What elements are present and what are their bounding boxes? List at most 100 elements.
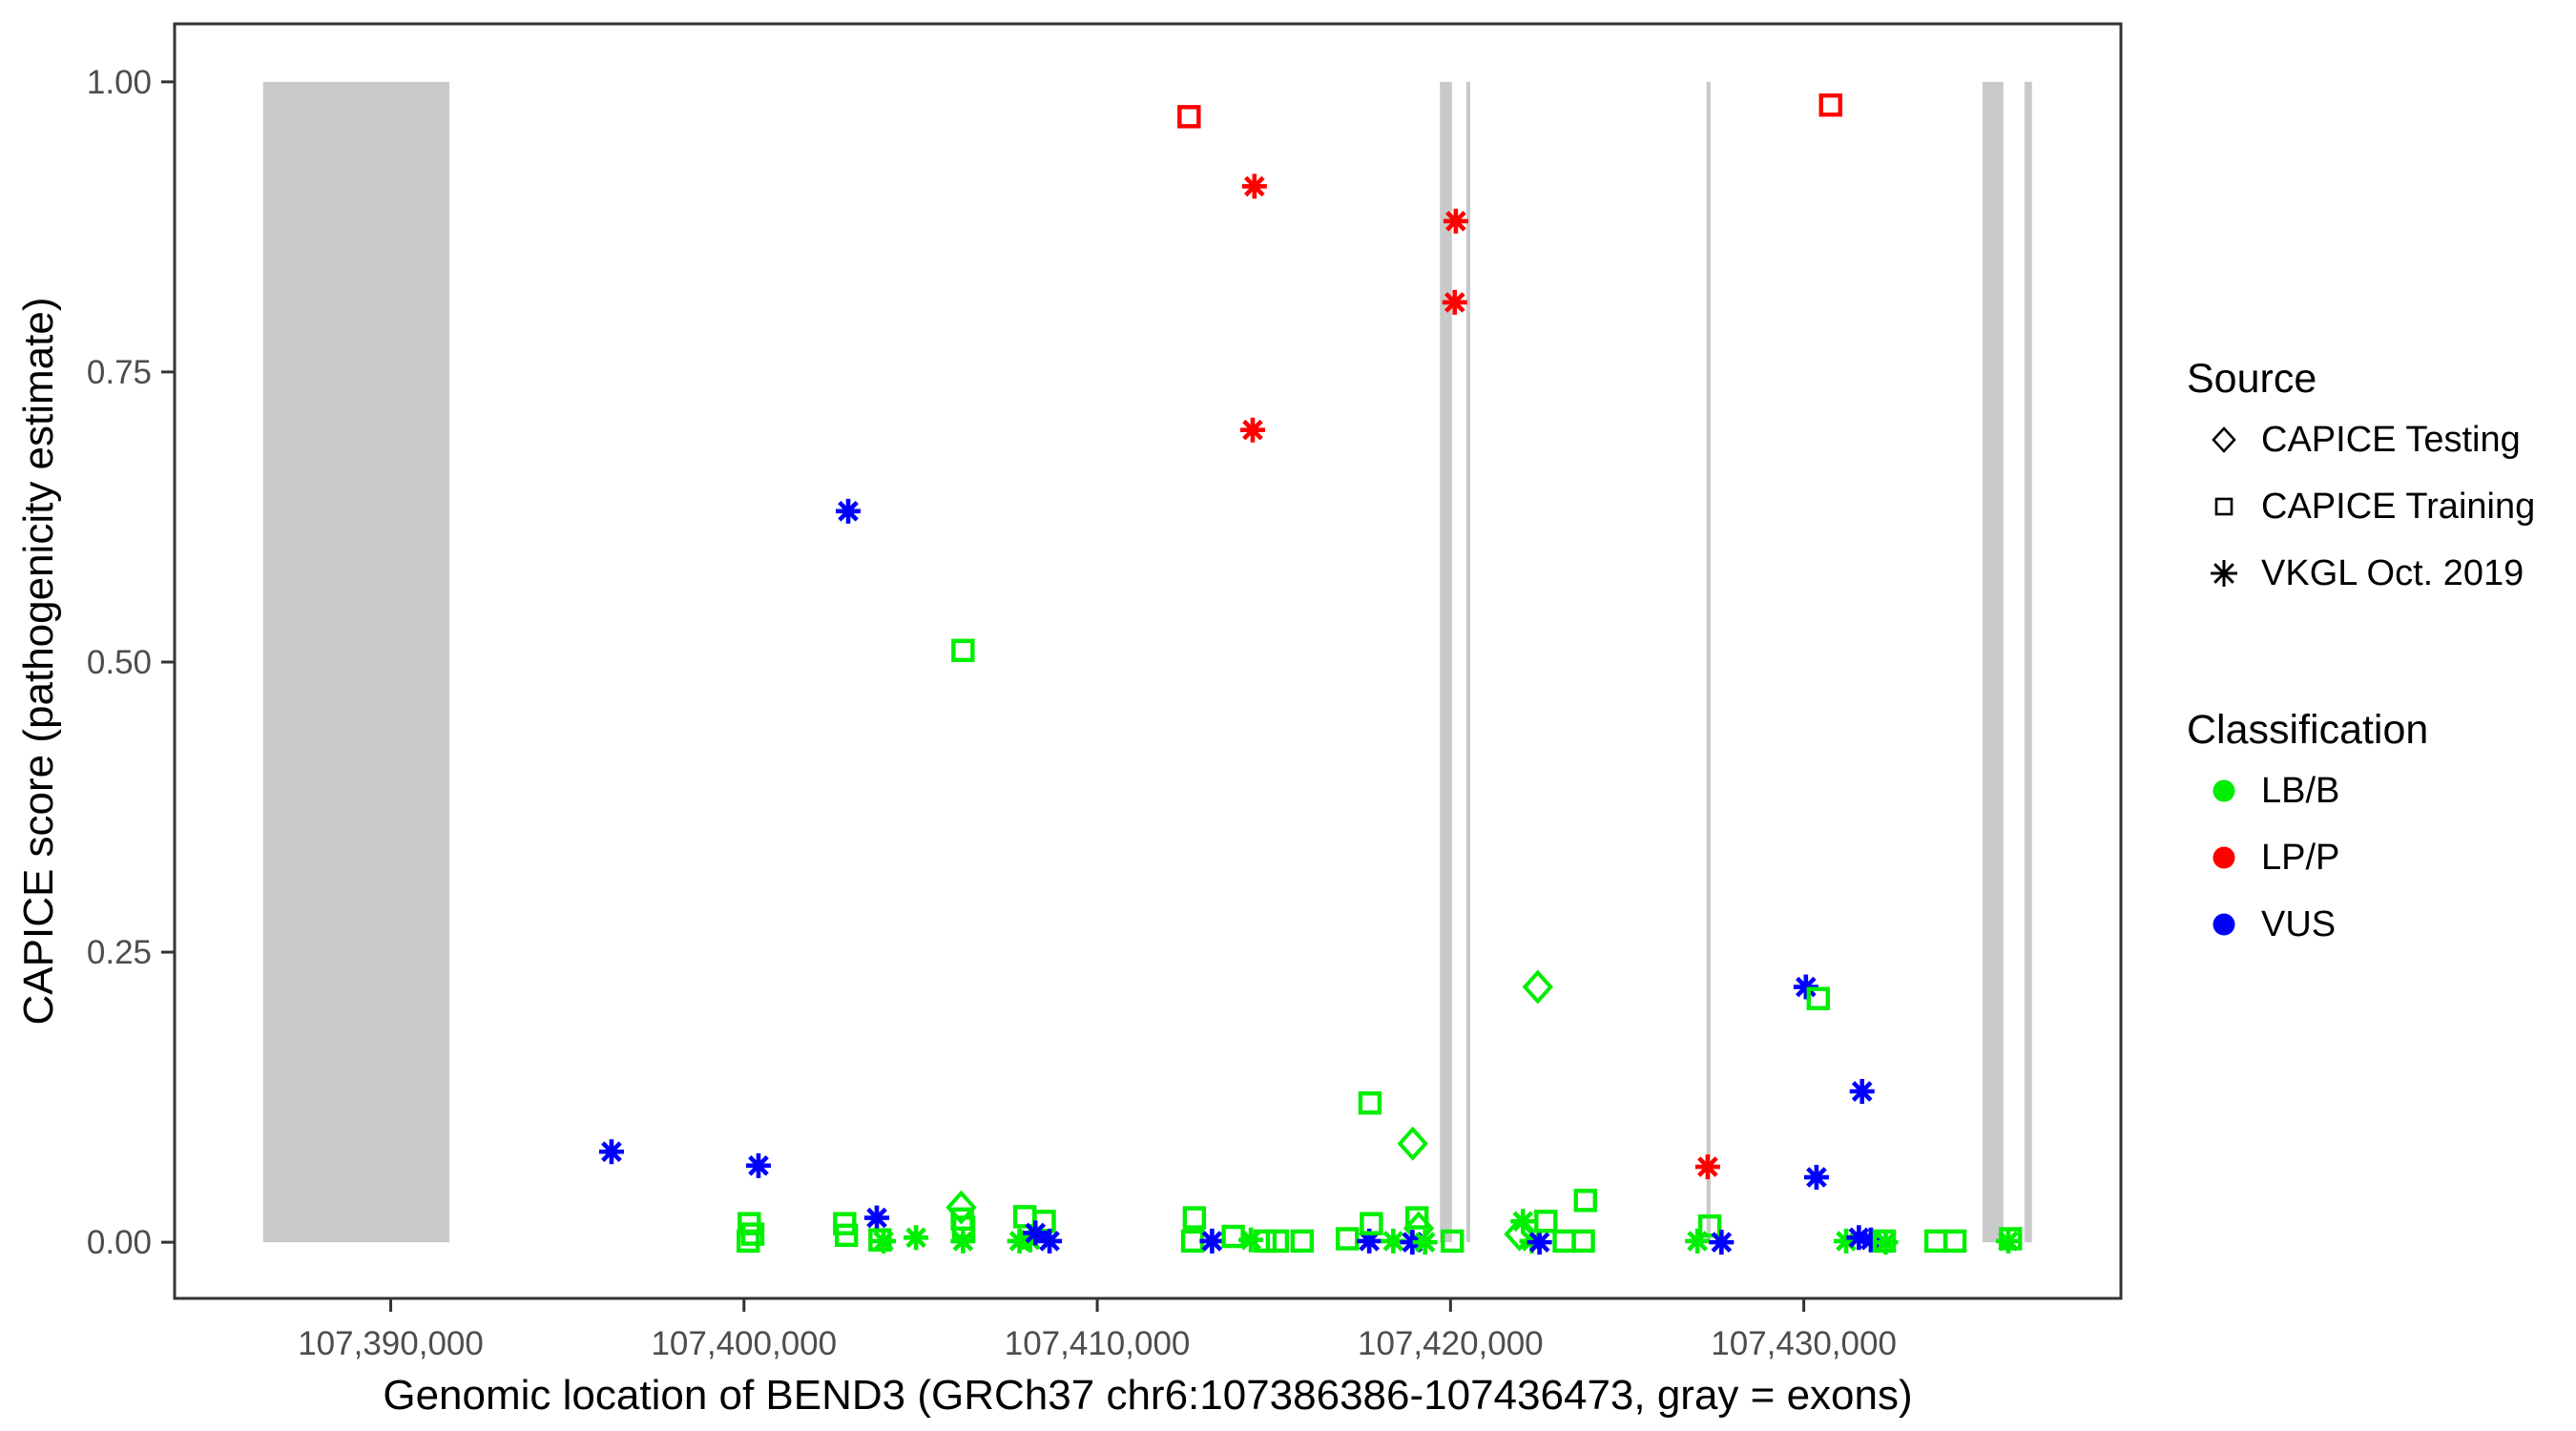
data-point: [1381, 1228, 1406, 1254]
x-tick-label: 107,420,000: [1358, 1325, 1544, 1362]
data-point: [1873, 1230, 1899, 1255]
data-point: [1999, 1227, 2023, 1251]
legend-item-lpp: LP/P: [2187, 824, 2568, 891]
y-tick-label: 0.50: [87, 644, 152, 681]
data-point: [1504, 1216, 1535, 1252]
data-point: [1397, 1126, 1428, 1161]
data-point: [871, 1228, 897, 1254]
data-point: [1996, 1228, 2021, 1254]
data-point: [1336, 1227, 1360, 1251]
data-point: [740, 1222, 765, 1246]
green-dot-icon: [2187, 777, 2261, 805]
legend-item-label: CAPICE Training: [2261, 486, 2536, 527]
legend-item-label: VUS: [2261, 903, 2337, 944]
data-point: [1358, 1090, 1382, 1115]
data-point: [864, 1205, 890, 1231]
y-axis-title: CAPICE score (pathogenicity estimate): [15, 298, 62, 1026]
data-point: [1803, 1165, 1829, 1191]
data-point: [1357, 1228, 1382, 1254]
x-tick-label: 107,430,000: [1711, 1325, 1897, 1362]
data-point: [1818, 93, 1842, 117]
legend-classification-title: Classification: [2187, 706, 2429, 753]
data-point: [1442, 289, 1467, 315]
exon-bar: [1466, 81, 1471, 1243]
data-point: [1527, 1230, 1552, 1255]
data-point: [1923, 1229, 1948, 1254]
x-tick-label: 107,410,000: [1005, 1325, 1191, 1362]
legend: Source CAPICE Testing CAPICE Training VK…: [2187, 351, 2568, 958]
data-point: [1573, 1189, 1597, 1213]
square-icon: [2187, 489, 2261, 524]
data-point: [1180, 1229, 1205, 1254]
data-point: [1012, 1205, 1037, 1229]
data-point: [1238, 1227, 1264, 1253]
legend-item-label: VKGL Oct. 2019: [2261, 552, 2524, 593]
data-point: [1942, 1229, 1967, 1254]
data-point: [598, 1139, 624, 1165]
data-point: [1443, 208, 1468, 234]
legend-spacer: [2187, 607, 2568, 702]
data-point: [1552, 1229, 1576, 1254]
data-point: [745, 1152, 771, 1178]
data-point: [1023, 1220, 1049, 1246]
legend-item-label: LP/P: [2261, 837, 2340, 878]
legend-item-vkgl: VKGL Oct. 2019: [2187, 540, 2568, 607]
data-point: [834, 1223, 859, 1248]
data-point: [1290, 1229, 1315, 1254]
data-point: [1694, 1154, 1720, 1180]
panel-border: [173, 22, 2123, 1300]
data-point: [1265, 1229, 1290, 1254]
y-tick-label: 0.75: [87, 354, 152, 391]
exon-bar: [1440, 81, 1452, 1243]
data-point: [1241, 174, 1267, 199]
data-point: [951, 638, 975, 663]
data-point: [1360, 1212, 1383, 1235]
data-point: [737, 1229, 760, 1254]
data-point: [945, 1190, 977, 1225]
legend-item-capice-testing: CAPICE Testing: [2187, 406, 2568, 473]
x-tick-label: 107,390,000: [298, 1325, 484, 1362]
legend-item-lbb: LB/B: [2187, 757, 2568, 824]
data-point: [904, 1225, 929, 1251]
x-axis-title: Genomic location of BEND3 (GRCh37 chr6:1…: [383, 1372, 1912, 1419]
red-dot-icon: [2187, 843, 2261, 872]
data-point: [1221, 1224, 1245, 1249]
y-tick-label: 0.25: [87, 934, 152, 971]
legend-source-title: Source: [2187, 355, 2317, 402]
data-point: [950, 1228, 976, 1254]
data-point: [1182, 1206, 1207, 1230]
data-point: [1522, 969, 1553, 1005]
y-tick-label: 1.00: [87, 64, 152, 101]
data-point: [1199, 1228, 1225, 1254]
data-point: [1858, 1227, 1883, 1253]
data-point: [1177, 105, 1201, 129]
data-point: [1834, 1228, 1859, 1254]
asterisk-icon: [2187, 554, 2261, 592]
data-point: [1685, 1228, 1711, 1254]
data-point: [1806, 986, 1830, 1010]
legend-item-label: CAPICE Testing: [2261, 419, 2521, 460]
data-point: [1571, 1229, 1595, 1254]
data-point: [1253, 1229, 1278, 1254]
data-point: [836, 498, 862, 524]
y-tick-label: 0.00: [87, 1224, 152, 1261]
blue-dot-icon: [2187, 910, 2261, 939]
exon-bands: [262, 81, 2032, 1243]
data-point: [1404, 1206, 1429, 1230]
data-points: [598, 93, 2023, 1255]
data-point: [1239, 417, 1265, 443]
data-point: [1846, 1225, 1872, 1251]
axes: 107,390,000 107,400,000 107,410,000 107,420…: [87, 22, 2123, 1362]
exon-bar: [1982, 81, 2004, 1243]
data-point: [1793, 974, 1818, 1000]
exon-bar: [262, 81, 449, 1243]
legend-item-vus: VUS: [2187, 891, 2568, 958]
exon-bar: [2025, 81, 2032, 1243]
data-point: [1412, 1230, 1438, 1255]
x-tick-label: 107,400,000: [651, 1325, 837, 1362]
data-point: [1709, 1230, 1735, 1255]
data-point: [1037, 1228, 1063, 1254]
diamond-icon: [2187, 423, 2261, 457]
data-point: [1697, 1213, 1722, 1238]
